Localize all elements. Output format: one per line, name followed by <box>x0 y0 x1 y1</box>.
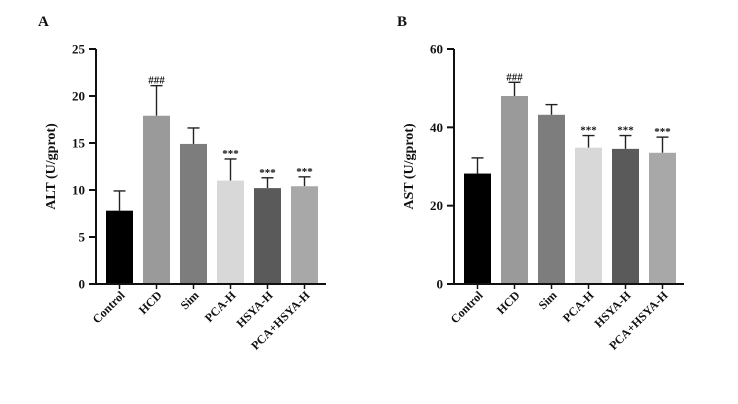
y-axis-label-a: ALT (U/gprot) <box>44 123 59 210</box>
x-tick-label: Sim <box>178 288 202 312</box>
significance-mark: ### <box>506 71 523 83</box>
y-tick-label: 60 <box>430 42 443 57</box>
significance-mark: *** <box>617 125 634 137</box>
y-tick-label: 25 <box>72 42 86 57</box>
significance-mark: *** <box>580 125 597 137</box>
bar-control <box>106 210 133 284</box>
y-tick-label: 20 <box>72 89 85 104</box>
y-tick-label: 15 <box>72 136 86 151</box>
y-tick-label: 0 <box>79 277 86 292</box>
bar-sim <box>538 114 565 284</box>
significance-mark: *** <box>222 148 239 160</box>
significance-mark: *** <box>296 166 313 178</box>
y-tick-label: 20 <box>430 198 443 213</box>
significance-mark: *** <box>259 167 276 179</box>
chart-panel-b: B AST (U/gprot) Control###HCD Sim***PCA-H… <box>397 14 684 353</box>
y-tick-label: 5 <box>79 230 86 245</box>
x-tick-label: Sim <box>536 288 560 312</box>
bar-pca-h <box>217 180 244 284</box>
significance-mark: *** <box>654 126 671 138</box>
bar-pca-h <box>575 147 602 284</box>
bar-hcd <box>501 96 528 284</box>
bar-hcd <box>143 115 170 285</box>
panel-letter-b: B <box>397 14 407 30</box>
panel-letter-a: A <box>38 14 49 30</box>
significance-mark: ### <box>148 75 165 87</box>
bar-pca-hsya-h <box>291 186 318 284</box>
bar-hsya-h <box>254 188 281 284</box>
y-tick-label: 0 <box>437 277 444 292</box>
bar-sim <box>180 143 207 284</box>
y-axis-label-b: AST (U/gprot) <box>402 123 417 210</box>
bar-hsya-h <box>612 148 639 284</box>
x-tick-label: Control <box>90 288 128 326</box>
y-tick-label: 10 <box>72 183 85 198</box>
bar-pca-hsya-h <box>649 152 676 284</box>
y-tick-label: 40 <box>430 120 443 135</box>
x-tick-label: Control <box>448 288 486 326</box>
x-tick-label: HCD <box>494 288 523 317</box>
chart-panel-a: A ALT (U/gprot) Control###HCD Sim***PCA-H… <box>38 14 326 353</box>
bar-control <box>464 173 491 284</box>
x-tick-label: HCD <box>136 288 165 317</box>
